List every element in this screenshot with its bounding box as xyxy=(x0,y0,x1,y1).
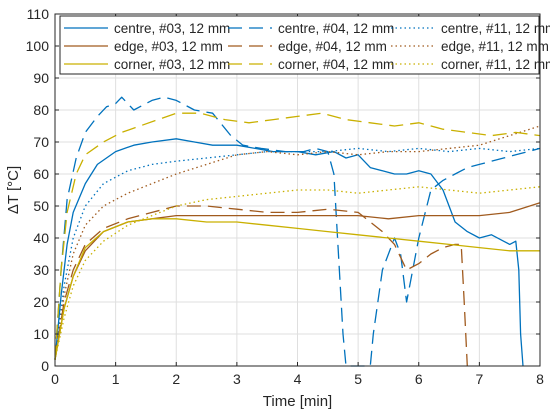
series-line-8 xyxy=(54,112,541,360)
y-tick-label: 70 xyxy=(33,134,49,150)
x-tick-label: 7 xyxy=(475,371,483,387)
series-line-3 xyxy=(54,147,541,360)
y-axis-title: ΔT [°C] xyxy=(5,166,22,214)
y-tick-label: 60 xyxy=(33,166,49,182)
x-tick-label: 6 xyxy=(415,371,423,387)
legend-label: corner, #03, 12 mm xyxy=(114,57,230,72)
legend-label: centre, #11, 12 mm xyxy=(441,21,550,36)
y-tick-label: 30 xyxy=(33,262,49,278)
y-tick-label: 40 xyxy=(33,230,49,246)
legend: centre, #03, 12 mm centre, #04, 12 mm cent… xyxy=(59,15,550,75)
x-tick-label: 0 xyxy=(51,371,59,387)
legend-label: centre, #03, 12 mm xyxy=(114,21,230,36)
axes-box xyxy=(54,13,541,367)
y-tick-label: 110 xyxy=(27,6,50,22)
y-tick-label: 50 xyxy=(33,198,49,214)
series-layer xyxy=(54,96,541,367)
legend-label: corner, #04, 12 mm xyxy=(278,57,394,72)
x-tick-label: 2 xyxy=(172,371,180,387)
legend-label: corner, #11, 12 mm xyxy=(441,57,550,72)
series-line-4 xyxy=(54,202,541,360)
legend-label: edge, #03, 12 mm xyxy=(114,39,223,54)
x-tick-label: 5 xyxy=(354,371,362,387)
legend-label: centre, #04, 12 mm xyxy=(278,21,394,36)
y-tick-label: 90 xyxy=(33,70,49,86)
x-tick-label: 1 xyxy=(112,371,120,387)
legend-label: edge, #04, 12 mm xyxy=(278,39,387,54)
x-tick-label: 4 xyxy=(294,371,302,387)
y-tick-label: 100 xyxy=(26,38,50,54)
y-tick-label: 20 xyxy=(33,294,49,310)
x-tick-label: 3 xyxy=(233,371,241,387)
y-tick-label: 80 xyxy=(33,102,49,118)
series-line-1 xyxy=(54,138,524,367)
x-tick-label: 8 xyxy=(536,371,544,387)
legend-label: edge, #11, 12 mm xyxy=(441,39,549,54)
series-line-7 xyxy=(54,218,540,360)
series-line-9 xyxy=(54,186,541,360)
y-tick-label: 10 xyxy=(33,326,49,342)
legend-box xyxy=(59,15,540,75)
y-tick-label: 0 xyxy=(41,358,49,374)
series-line-5 xyxy=(54,205,468,367)
x-axis-title: Time [min] xyxy=(263,393,332,410)
